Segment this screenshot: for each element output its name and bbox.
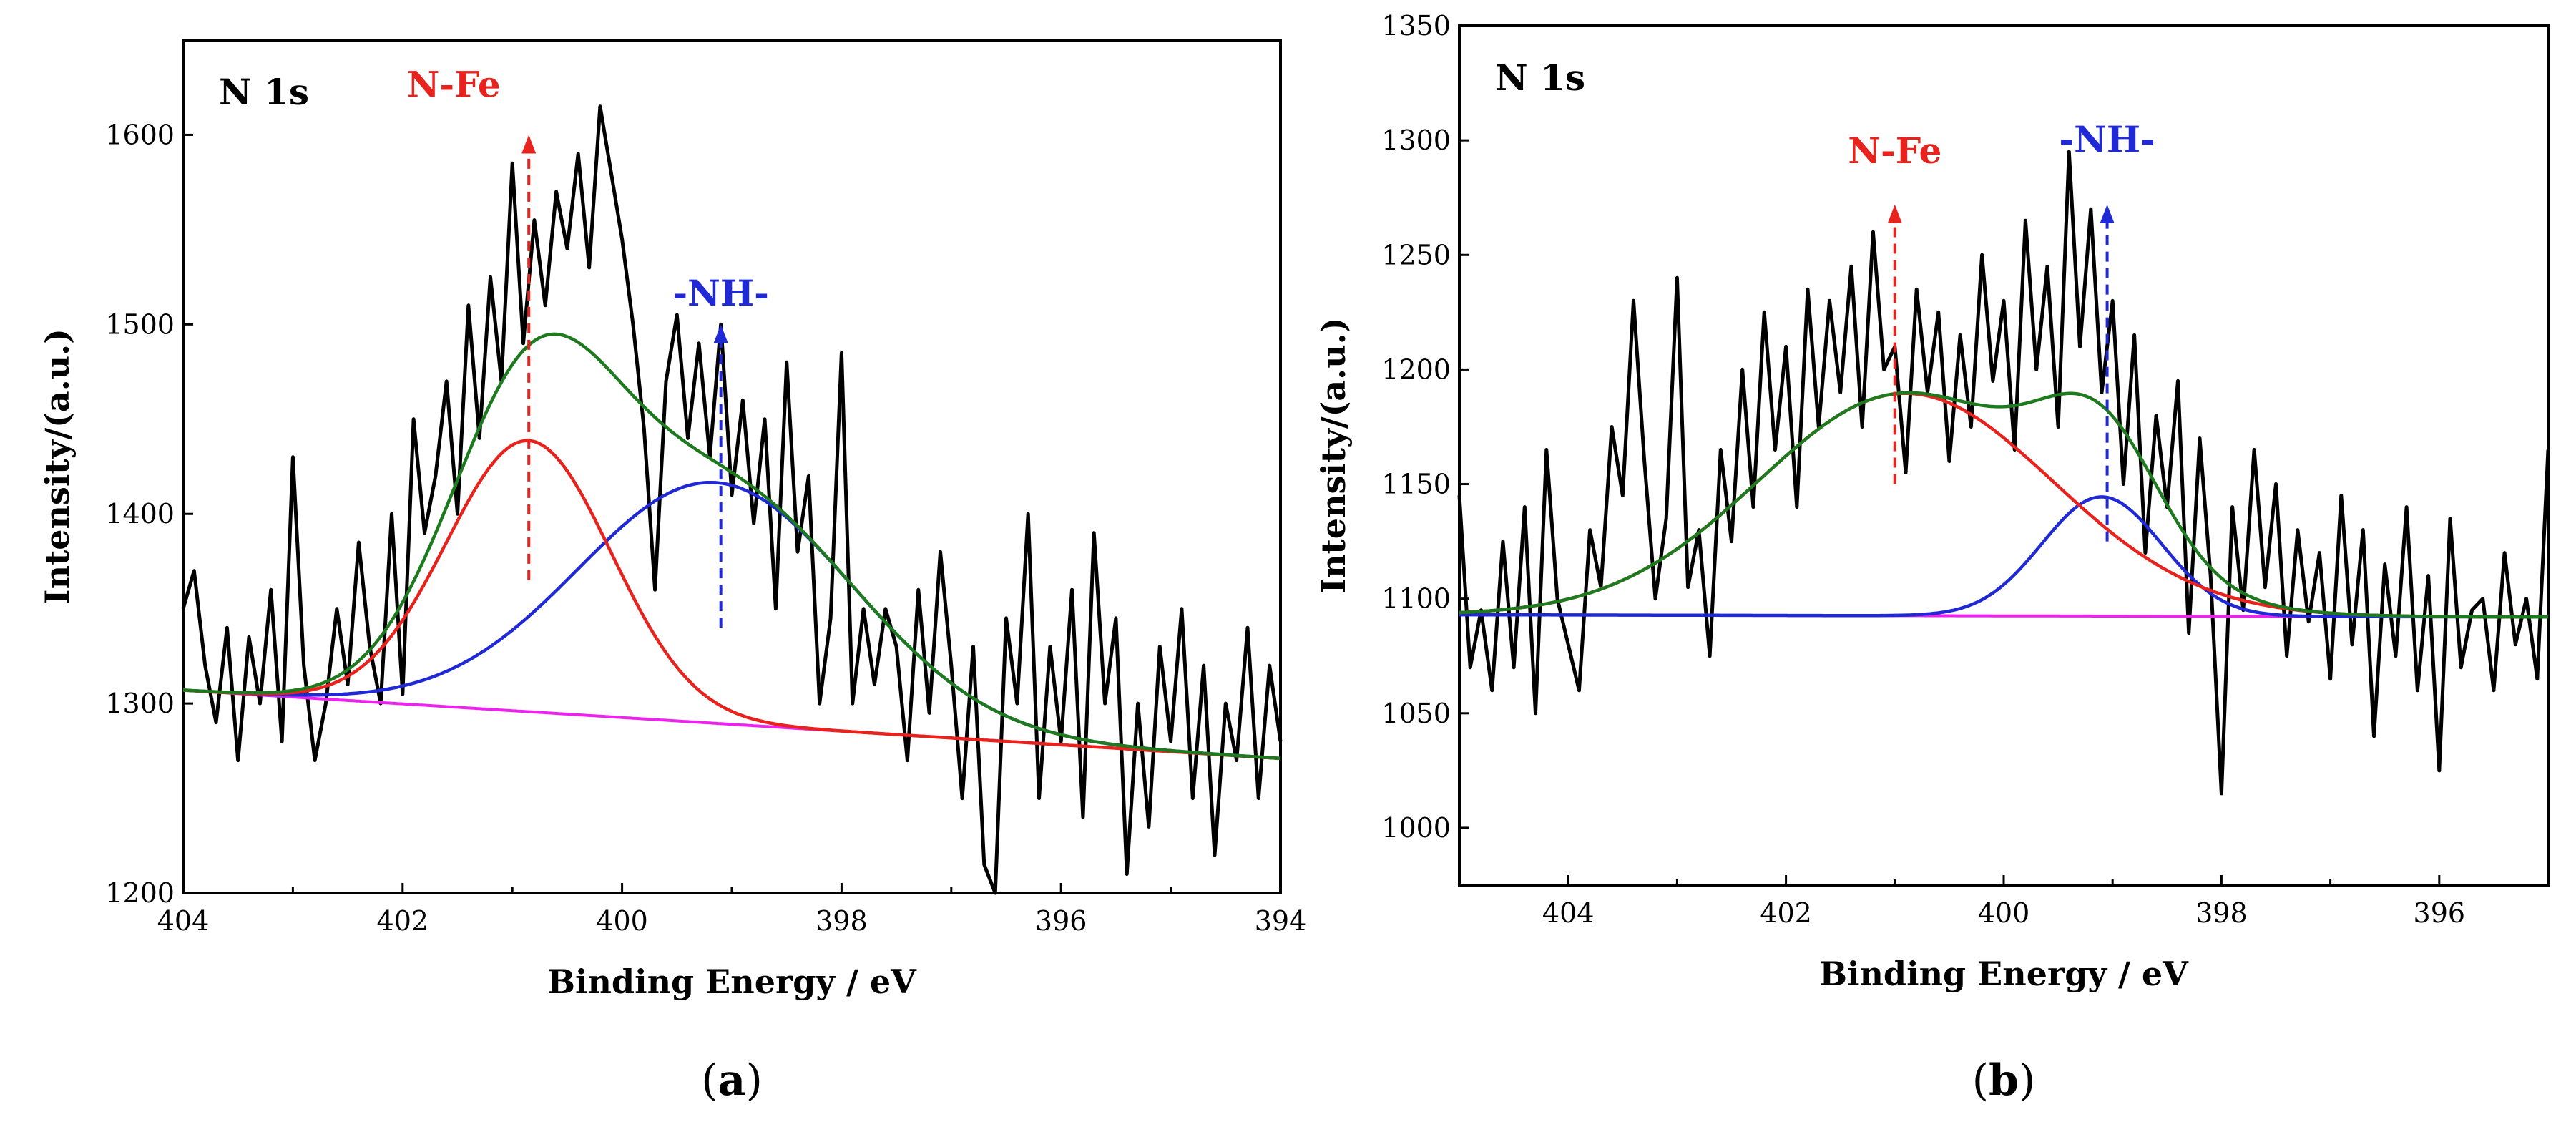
y-tick-label: 1200 xyxy=(105,877,175,909)
annotation-label: -NH- xyxy=(2059,118,2155,160)
plot-area: N-Fe -NH- xyxy=(181,63,1283,895)
series-fe-fit xyxy=(182,439,1281,761)
caption-letter: b xyxy=(1989,1055,2019,1106)
plot-area: N-Fe -NH- xyxy=(1457,118,2550,796)
x-tick-label: 402 xyxy=(377,905,429,937)
panel-label: N 1s xyxy=(219,71,309,113)
series-envelope xyxy=(182,332,1281,761)
y-tick-label: 1100 xyxy=(1381,583,1451,615)
x-tick-label: 398 xyxy=(816,905,868,937)
y-tick-label: 1000 xyxy=(1381,812,1451,844)
panel-caption: (a) xyxy=(701,1055,763,1106)
caption-open-paren: ( xyxy=(1972,1055,1989,1106)
series-raw-data xyxy=(181,104,1283,895)
y-tick-label: 1150 xyxy=(1381,469,1451,500)
panel-label: N 1s xyxy=(1495,57,1585,99)
x-tick-label: 404 xyxy=(157,905,210,937)
y-tick-label: 1200 xyxy=(1381,353,1451,385)
y-axis-label: Intensity/(a.u.) xyxy=(1314,318,1353,594)
x-axis: 404 402 400 398 396 394 xyxy=(157,883,1307,937)
x-tick-label: 400 xyxy=(596,905,648,937)
annotation-label: -NH- xyxy=(672,272,768,314)
plot-frame xyxy=(182,39,1282,894)
caption-close-paren: ) xyxy=(2019,1055,2035,1106)
x-axis-label: Binding Energy / eV xyxy=(1819,955,2189,993)
annotation-arrow-head xyxy=(713,324,728,343)
x-tick-label: 394 xyxy=(1255,905,1307,937)
annotation-arrow-head xyxy=(1887,204,1902,223)
annotation-label: N-Fe xyxy=(407,63,501,105)
y-tick-label: 1500 xyxy=(105,308,175,340)
series-envelope xyxy=(1459,391,2548,619)
y-axis: 1000 1050 1100 1150 1200 1250 1300 1350 xyxy=(1381,10,1469,844)
y-tick-label: 1300 xyxy=(105,688,175,719)
x-tick-label: 396 xyxy=(2414,897,2466,929)
x-tick-label: 396 xyxy=(1035,905,1087,937)
x-axis-label: Binding Energy / eV xyxy=(547,962,917,1001)
annotation-arrow-head xyxy=(2100,204,2115,223)
y-tick-label: 1600 xyxy=(105,119,175,150)
series-nh-fit xyxy=(1459,495,2548,619)
y-tick-label: 1050 xyxy=(1381,698,1451,729)
y-tick-label: 1400 xyxy=(105,498,175,530)
x-tick-label: 398 xyxy=(2195,897,2248,929)
panel-caption: (b) xyxy=(1972,1055,2036,1106)
x-axis: 404 402 400 398 396 xyxy=(1458,875,2550,929)
x-tick-label: 400 xyxy=(1978,897,2030,929)
y-axis: 1200 1300 1400 1500 1600 xyxy=(105,119,193,909)
series-raw-data xyxy=(1457,150,2550,796)
y-tick-label: 1350 xyxy=(1381,10,1451,42)
y-tick-label: 1300 xyxy=(1381,125,1451,156)
plot-frame xyxy=(1458,24,2550,887)
y-tick-label: 1250 xyxy=(1381,239,1451,270)
x-tick-label: 404 xyxy=(1542,897,1595,929)
y-axis-label: Intensity/(a.u.) xyxy=(38,328,77,605)
x-tick-label: 402 xyxy=(1760,897,1812,929)
caption-close-paren: ) xyxy=(745,1055,762,1106)
annotation-arrow-head xyxy=(521,135,537,154)
caption-open-paren: ( xyxy=(701,1055,718,1106)
annotation-label: N-Fe xyxy=(1848,130,1941,172)
caption-letter: a xyxy=(718,1055,746,1106)
